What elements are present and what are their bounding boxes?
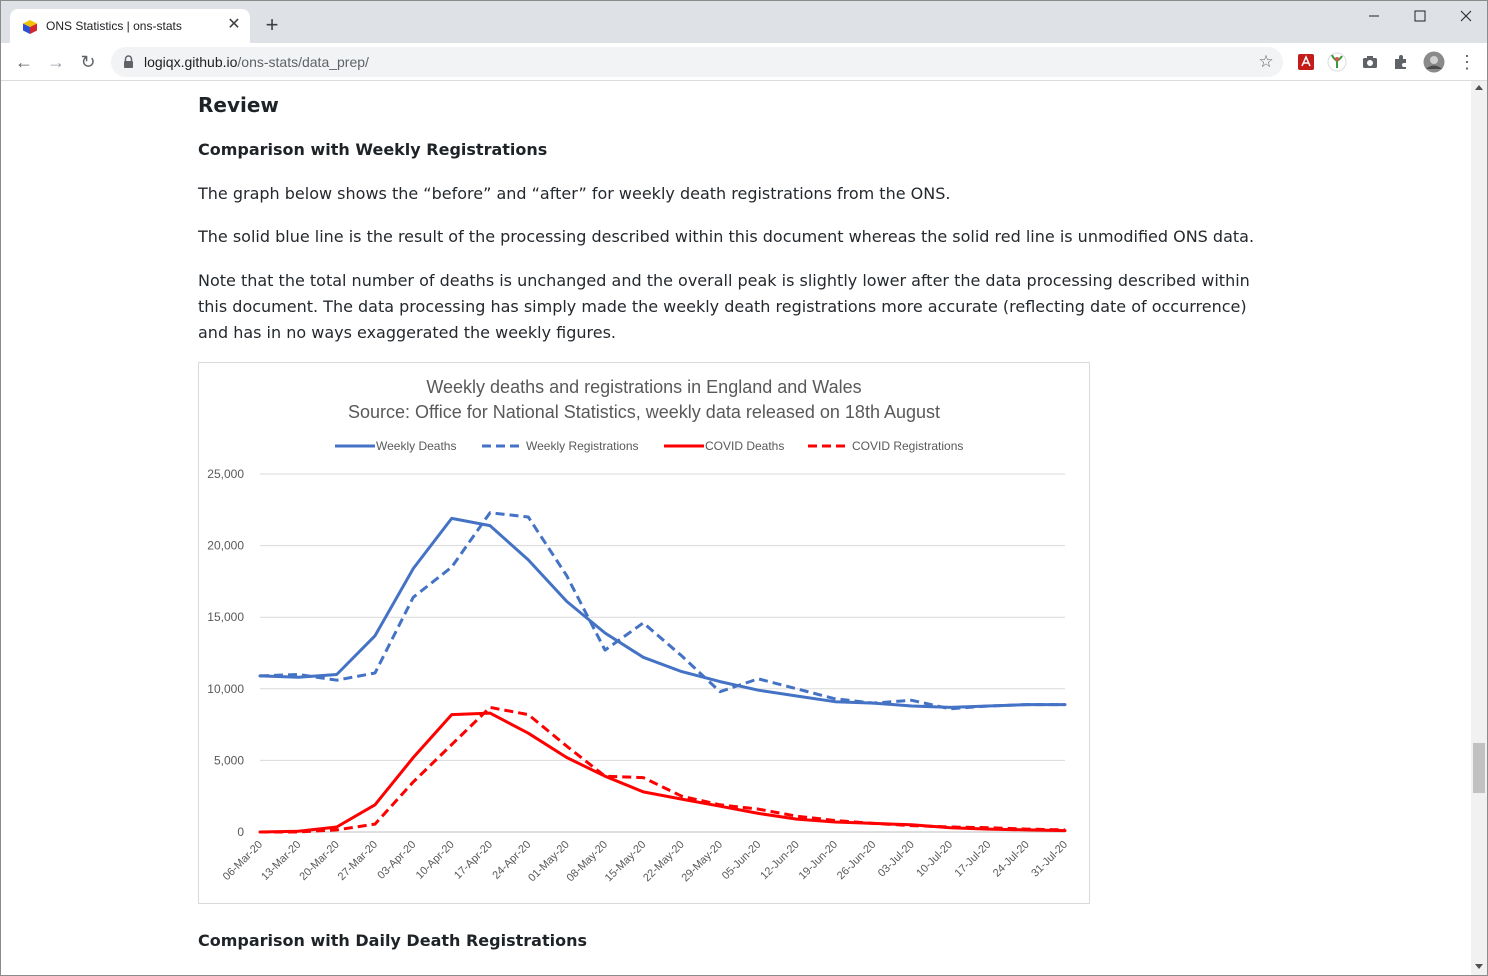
- paragraph: The solid blue line is the result of the…: [198, 227, 1255, 246]
- x-tick-label: 19-Jun-20: [797, 839, 841, 883]
- x-tick-label: 06-Mar-20: [221, 839, 265, 883]
- x-tick-label: 10-Apr-20: [414, 839, 457, 882]
- x-tick-label: 12-Jun-20: [758, 839, 802, 883]
- x-tick-label: 29-May-20: [679, 839, 725, 885]
- address-bar[interactable]: logiqx.github.io/ons-stats/data_prep/ ☆: [111, 47, 1283, 77]
- reload-button[interactable]: ↻: [80, 52, 96, 72]
- series-line-covid-deaths: [258, 711, 1067, 834]
- x-tick-label: 26-Jun-20: [835, 839, 879, 883]
- chart-title: Weekly deaths and registrations in Engla…: [426, 377, 861, 397]
- vertical-scrollbar[interactable]: [1471, 81, 1487, 975]
- series-line-covid-registrations: [260, 705, 1066, 834]
- tab-close-icon[interactable]: ✕: [227, 16, 241, 33]
- scroll-up-arrow-icon[interactable]: [1475, 85, 1483, 90]
- y-axis: 0 5,000 10,000 15,000 20,000 25,000: [207, 467, 244, 839]
- paragraph: The graph below shows the “before” and “…: [198, 184, 951, 203]
- window-close-button[interactable]: [1443, 1, 1488, 31]
- chart-gridlines: [260, 473, 1065, 833]
- y-tick-label: 25,000: [207, 467, 244, 481]
- minimize-button[interactable]: [1351, 1, 1397, 31]
- chart-legend: Weekly Deaths Weekly Registrations COVID D…: [335, 439, 963, 453]
- browser-toolbar: ← → ↻ logiqx.github.io/ons-stats/data_pr…: [1, 43, 1487, 81]
- line-chart: Weekly deaths and registrations in Engla…: [207, 377, 1070, 885]
- x-tick-label: 17-Apr-20: [452, 839, 495, 882]
- x-tick-label: 13-Mar-20: [259, 839, 303, 883]
- x-tick-label: 03-Jul-20: [876, 839, 917, 880]
- pdf-extension-icon[interactable]: [1296, 52, 1316, 72]
- y-tick-label: 5,000: [214, 753, 244, 767]
- chart-series: [258, 511, 1067, 834]
- x-tick-label: 24-Jul-20: [991, 839, 1032, 880]
- camera-extension-icon[interactable]: [1360, 52, 1380, 72]
- url-path: /ons-stats/data_prep/: [237, 54, 369, 70]
- puzzle-extensions-icon[interactable]: [1391, 52, 1411, 72]
- lock-icon: [124, 55, 133, 68]
- plant-extension-icon[interactable]: [1327, 52, 1347, 72]
- legend-label: COVID Deaths: [705, 439, 784, 453]
- legend-label: Weekly Deaths: [376, 439, 456, 453]
- page-viewport: Review Comparison with Weekly Registrati…: [1, 81, 1471, 975]
- series-line-weekly-deaths: [258, 516, 1067, 709]
- legend-label: COVID Registrations: [852, 439, 963, 453]
- x-tick-label: 05-Jun-20: [720, 839, 764, 883]
- url-host: logiqx.github.io: [144, 54, 238, 70]
- profile-avatar[interactable]: [1423, 51, 1445, 73]
- subsection-title: Comparison with Daily Death Registration…: [198, 931, 587, 950]
- browser-menu-icon[interactable]: ⋮: [1458, 52, 1476, 72]
- tab-title: ONS Statistics | ons-stats: [46, 19, 182, 33]
- y-tick-label: 10,000: [207, 682, 244, 696]
- x-tick-label: 10-Jul-20: [914, 839, 955, 880]
- back-button[interactable]: ←: [15, 52, 33, 72]
- subsection-title: Comparison with Weekly Registrations: [198, 140, 548, 159]
- browser-tab[interactable]: ONS Statistics | ons-stats ✕: [10, 9, 250, 43]
- legend-label: Weekly Registrations: [526, 439, 639, 453]
- maximize-icon: [1414, 10, 1426, 22]
- chart-subtitle: Source: Office for National Statistics, …: [348, 402, 940, 422]
- y-tick-label: 20,000: [207, 539, 244, 553]
- minimize-icon: [1369, 15, 1379, 17]
- new-tab-button[interactable]: +: [265, 12, 279, 37]
- window-close-icon: [1460, 10, 1472, 22]
- maximize-button[interactable]: [1397, 1, 1443, 31]
- x-tick-label: 27-Mar-20: [336, 839, 380, 883]
- scrollbar-thumb[interactable]: [1473, 743, 1485, 793]
- cube-favicon-icon: [23, 20, 37, 34]
- url-text[interactable]: logiqx.github.io/ons-stats/data_prep/: [144, 54, 369, 70]
- bookmark-star-icon[interactable]: ☆: [1258, 52, 1274, 71]
- x-tick-label: 03-Apr-20: [375, 839, 418, 882]
- y-tick-label: 15,000: [207, 610, 244, 624]
- forward-button[interactable]: →: [47, 52, 65, 72]
- x-tick-label: 31-Jul-20: [1029, 839, 1070, 880]
- x-axis: 06-Mar-2013-Mar-2020-Mar-2027-Mar-2003-A…: [221, 839, 1070, 885]
- tab-strip: ONS Statistics | ons-stats ✕ +: [1, 1, 1487, 43]
- scroll-down-arrow-icon[interactable]: [1475, 964, 1483, 969]
- chart-figure: Weekly deaths and registrations in Engla…: [198, 362, 1090, 904]
- x-tick-label: 17-Jul-20: [953, 839, 994, 880]
- series-line-weekly-registrations: [259, 511, 1065, 711]
- paragraph: Note that the total number of deaths is …: [198, 271, 1250, 342]
- x-tick-label: 20-Mar-20: [297, 839, 341, 883]
- section-title: Review: [198, 93, 279, 117]
- y-tick-label: 0: [237, 825, 244, 839]
